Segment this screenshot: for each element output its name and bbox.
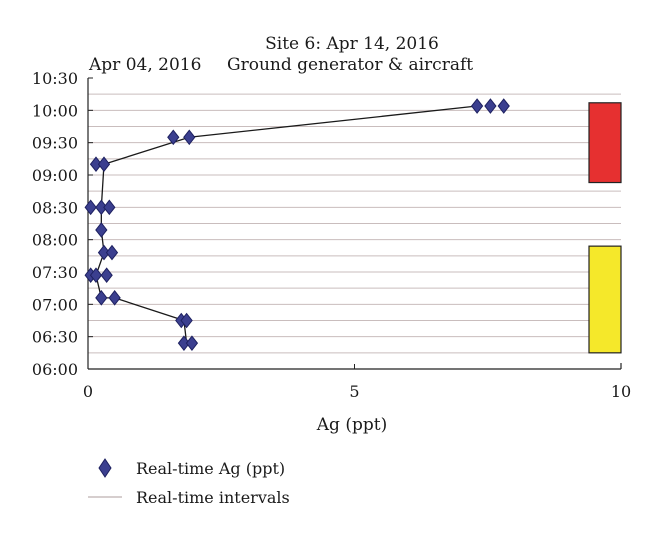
data-point <box>470 98 484 114</box>
data-point <box>180 312 193 329</box>
intervals <box>588 102 622 354</box>
annotation-date: Apr 04, 2016 <box>88 55 201 75</box>
x-tick-label: 10 <box>611 382 631 401</box>
data-point <box>89 267 103 284</box>
legend: Real-time Ag (ppt) Real-time intervals <box>88 458 290 507</box>
legend-label-intervals: Real-time intervals <box>136 488 290 507</box>
y-tick-label: 08:30 <box>32 198 78 217</box>
data-point <box>100 267 113 284</box>
data-points <box>84 98 510 351</box>
data-point <box>105 244 119 261</box>
yellow-interval <box>588 245 622 354</box>
legend-diamond-marker <box>98 458 112 478</box>
legend-label-ag: Real-time Ag (ppt) <box>136 459 285 478</box>
data-point <box>497 98 510 114</box>
data-point <box>95 290 108 306</box>
data-point <box>84 199 97 216</box>
y-tick-label: 07:00 <box>32 295 78 314</box>
y-tick-label: 10:00 <box>32 101 78 120</box>
data-point <box>97 244 111 261</box>
x-axis-label: Ag (ppt) <box>316 415 387 435</box>
data-point <box>484 98 497 114</box>
y-tick-label: 06:00 <box>32 360 78 379</box>
x-tick-label: 5 <box>349 382 359 401</box>
y-tick-label: 08:00 <box>32 231 78 250</box>
x-tick-label: 0 <box>83 382 93 401</box>
data-point <box>108 290 121 306</box>
gridlines <box>88 93 621 354</box>
x-tick-labels: 0 5 10 <box>83 382 631 401</box>
axes <box>87 77 622 370</box>
annotation-source: Ground generator & aircraft <box>227 55 473 75</box>
y-tick-label: 10:30 <box>32 69 78 88</box>
y-tick-label: 07:30 <box>32 263 78 282</box>
series-line <box>95 105 478 344</box>
data-point <box>103 199 116 216</box>
y-tick-label: 09:00 <box>32 166 78 185</box>
data-point <box>185 335 199 351</box>
data-point <box>97 156 111 173</box>
y-tick-label: 09:30 <box>32 134 78 153</box>
data-point <box>183 129 196 146</box>
chart-title: Site 6: Apr 14, 2016 <box>265 34 439 54</box>
data-point <box>89 156 103 173</box>
data-point <box>177 335 191 351</box>
y-tick-label: 06:30 <box>32 328 78 347</box>
data-point <box>95 199 108 216</box>
data-point <box>95 222 108 238</box>
series-connecting-line <box>95 105 478 344</box>
y-tick-labels: 06:00 06:30 07:00 07:30 08:00 08:30 09:00 09:30… <box>32 69 78 379</box>
red-interval <box>588 102 622 184</box>
data-point <box>167 129 180 146</box>
